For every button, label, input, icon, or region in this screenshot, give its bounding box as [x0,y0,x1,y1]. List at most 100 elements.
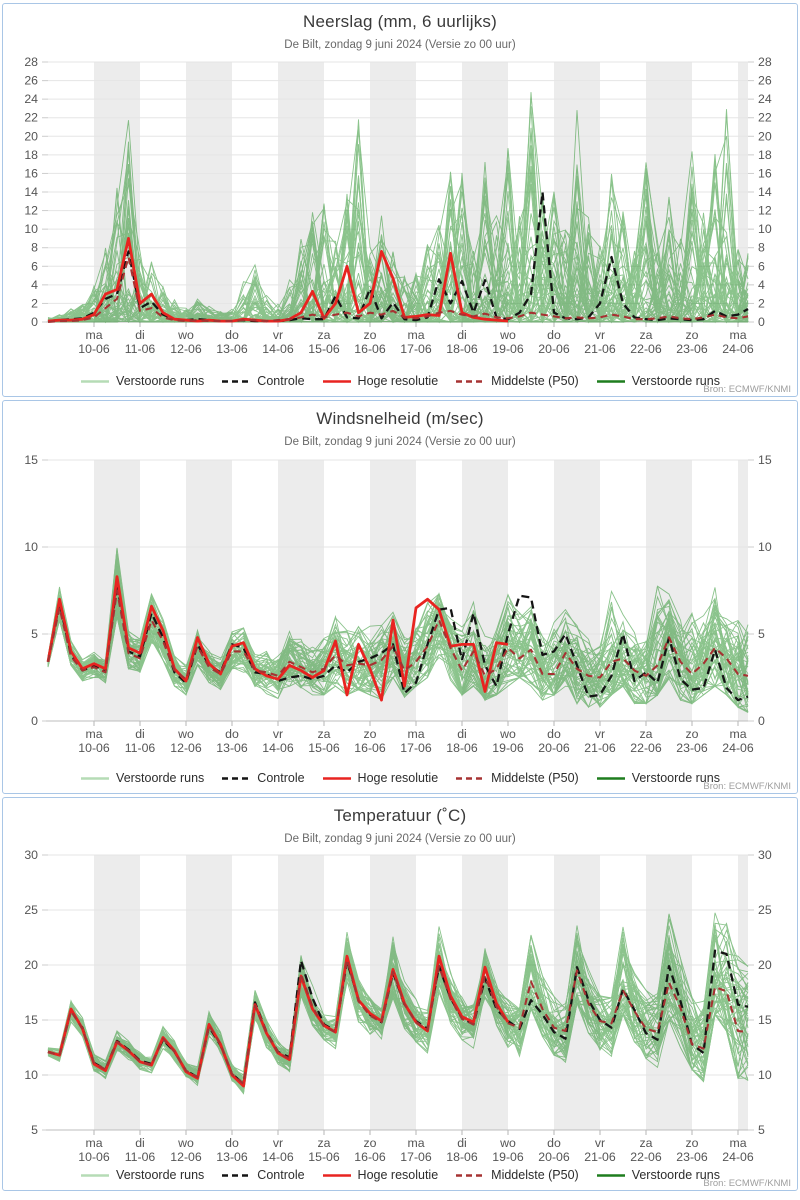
legend-swatch-verstoorde-runs-licht [81,379,110,383]
svg-text:20: 20 [24,129,38,143]
svg-text:10-06: 10-06 [78,1150,110,1164]
x-axis: ma10-06di11-06wo12-06do13-06vr14-06za15-… [46,321,754,356]
svg-text:24-06: 24-06 [722,741,754,755]
svg-text:zo: zo [364,328,377,342]
svg-text:17-06: 17-06 [400,342,432,356]
svg-text:4: 4 [758,278,765,292]
svg-text:15: 15 [24,1013,38,1027]
svg-text:ma: ma [407,727,424,741]
legend-windsnelheid: Verstoorde runs Controle Hoge resolutie Mid… [3,771,797,785]
legend-swatch-middelste-p50 [456,1173,485,1177]
svg-text:5: 5 [758,1123,765,1137]
svg-text:12: 12 [758,204,772,218]
svg-text:22-06: 22-06 [630,342,662,356]
legend-label: Middelste (P50) [491,771,579,785]
svg-text:18-06: 18-06 [446,342,478,356]
svg-text:2: 2 [31,296,38,310]
svg-text:22-06: 22-06 [630,1150,662,1164]
svg-text:12: 12 [24,204,38,218]
svg-text:25: 25 [758,903,772,917]
legend-label: Verstoorde runs [116,1168,205,1182]
legend-swatch-verstoorde-runs-licht [81,1173,110,1177]
svg-text:0: 0 [31,315,38,329]
svg-text:10-06: 10-06 [78,741,110,755]
svg-text:wo: wo [499,328,516,342]
legend-label: Hoge resolutie [357,374,439,388]
panel-neerslag: Neerslag (mm, 6 uurlijks) De Bilt, zonda… [2,3,798,397]
svg-text:di: di [135,1136,145,1150]
legend-swatch-verstoorde-runs-donker [596,776,625,780]
svg-text:ma: ma [407,328,424,342]
svg-text:10: 10 [758,222,772,236]
chart-subtitle-windsnelheid: De Bilt, zondag 9 juni 2024 (Versie zo 0… [284,436,516,448]
legend-item-controle: Controle [221,374,305,388]
svg-text:15-06: 15-06 [308,741,340,755]
ensemble-lines [47,92,749,324]
svg-text:13-06: 13-06 [216,1150,248,1164]
svg-text:di: di [135,328,145,342]
svg-text:10: 10 [758,540,772,554]
svg-text:25: 25 [24,903,38,917]
legend-label: Controle [257,1168,305,1182]
svg-text:26: 26 [24,74,38,88]
svg-text:15-06: 15-06 [308,342,340,356]
svg-text:19-06: 19-06 [492,342,524,356]
svg-text:20-06: 20-06 [538,342,570,356]
svg-text:15: 15 [758,453,772,467]
svg-text:10: 10 [24,540,38,554]
legend-item-hoge-resolutie: Hoge resolutie [322,374,439,388]
svg-text:14-06: 14-06 [262,741,294,755]
svg-text:14: 14 [24,185,38,199]
svg-text:23-06: 23-06 [676,1150,708,1164]
x-axis: ma10-06di11-06wo12-06do13-06vr14-06za15-… [46,720,754,755]
svg-text:23-06: 23-06 [676,342,708,356]
svg-text:zo: zo [686,727,699,741]
svg-text:vr: vr [595,328,605,342]
svg-text:11-06: 11-06 [125,741,156,755]
x-axis: ma10-06di11-06wo12-06do13-06vr14-06za15-… [46,1129,754,1164]
legend-swatch-hoge-resolutie [322,776,351,780]
svg-text:10: 10 [758,1068,772,1082]
chart-subtitle-temperatuur: De Bilt, zondag 9 juni 2024 (Versie zo 0… [284,833,516,845]
legend-label: Verstoorde runs [116,374,205,388]
svg-text:wo: wo [177,1136,194,1150]
svg-text:15: 15 [758,1013,772,1027]
svg-text:5: 5 [31,1123,38,1137]
svg-text:di: di [457,1136,467,1150]
svg-text:11-06: 11-06 [125,342,156,356]
svg-text:30: 30 [24,848,38,862]
svg-text:20-06: 20-06 [538,1150,570,1164]
svg-text:do: do [547,1136,561,1150]
legend-temperatuur: Verstoorde runs Controle Hoge resolutie Mid… [3,1168,797,1182]
panel-temperatuur: Temperatuur (˚C) De Bilt, zondag 9 juni … [2,797,798,1191]
svg-text:13-06: 13-06 [216,342,248,356]
chart-subtitle-neerslag: De Bilt, zondag 9 juni 2024 (Versie zo 0… [284,39,516,51]
svg-text:vr: vr [273,328,283,342]
chart-title-neerslag: Neerslag (mm, 6 uurlijks) [303,12,497,31]
chart-title-temperatuur: Temperatuur (˚C) [333,806,467,825]
legend-label: Verstoorde runs [631,374,720,388]
legend-label: Hoge resolutie [357,771,439,785]
legend-item-verstoorde-runs-donker: Verstoorde runs [596,771,720,785]
svg-text:di: di [135,727,145,741]
svg-text:18: 18 [758,148,772,162]
svg-text:zo: zo [364,1136,377,1150]
y-axis-labels: 0 0 5 5 10 10 15 15 [24,453,772,728]
chart-windsnelheid: 0 0 5 5 10 10 15 15 ma 10-06 di 11-06 wo 12-06 do 13-06… [3,401,797,793]
legend-item-verstoorde-runs-licht: Verstoorde runs [80,374,204,388]
svg-text:24: 24 [758,92,772,106]
svg-text:vr: vr [595,727,605,741]
day-shading-bands [94,855,748,1130]
svg-text:za: za [318,1136,331,1150]
legend-swatch-verstoorde-runs-licht [81,776,110,780]
svg-text:do: do [547,328,561,342]
svg-text:6: 6 [31,259,38,273]
svg-text:28: 28 [24,55,38,69]
svg-text:13-06: 13-06 [216,741,248,755]
svg-text:18: 18 [24,148,38,162]
svg-text:2: 2 [758,296,765,310]
source-label: Bron: ECMWF/KNMI [703,781,791,792]
middelste-p50-line [47,958,749,1085]
svg-text:18-06: 18-06 [446,741,478,755]
